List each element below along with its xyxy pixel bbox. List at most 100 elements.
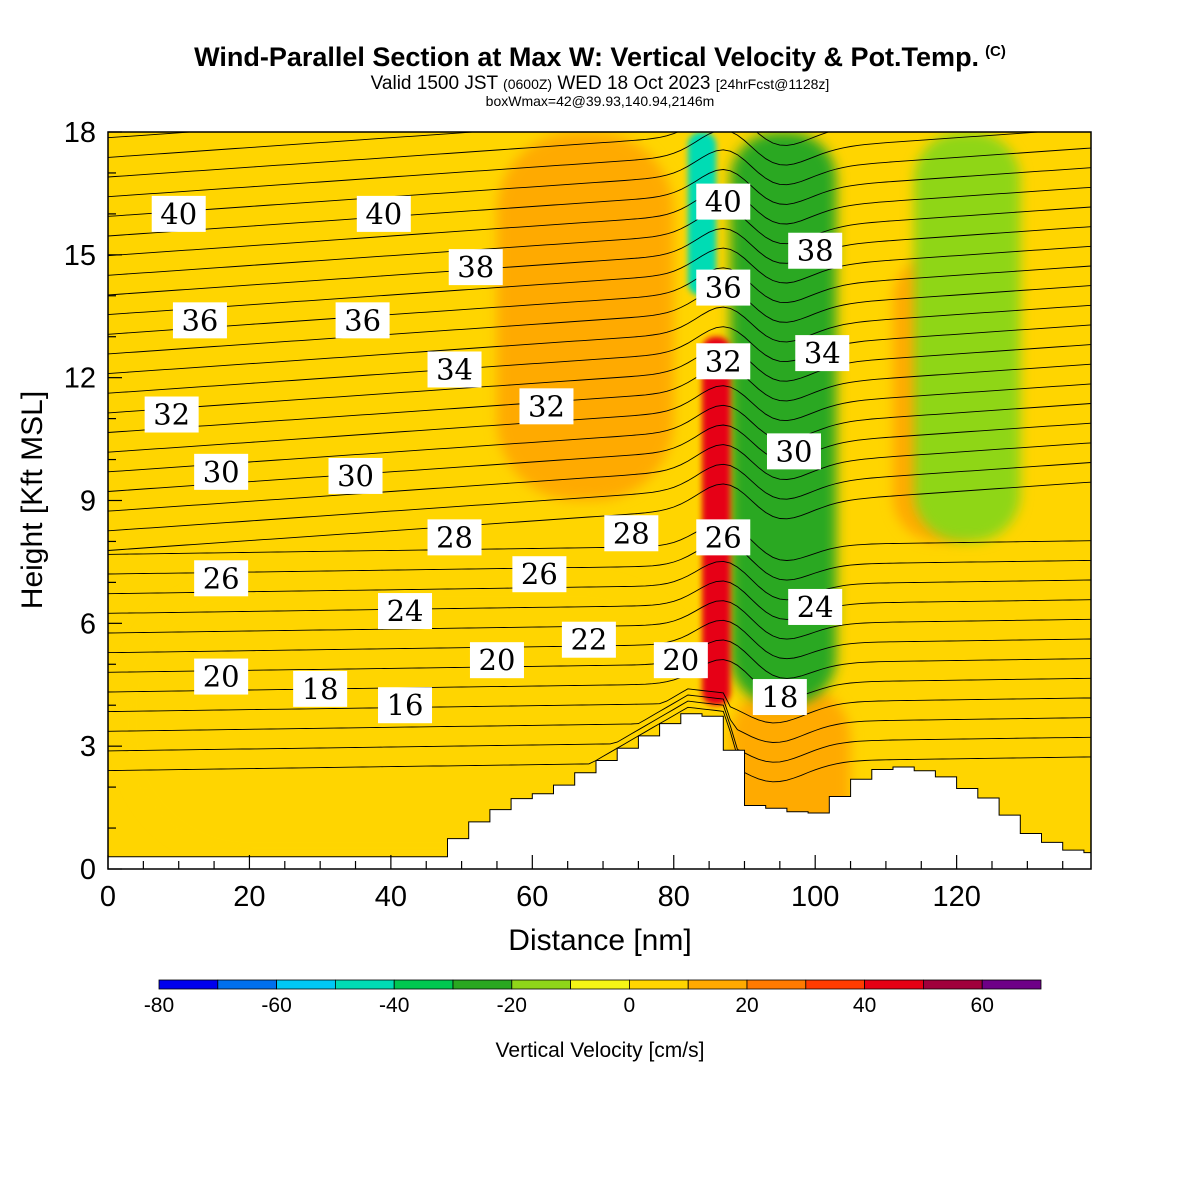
y-axis: 0 3 6 9 12 15 18 <box>64 117 122 886</box>
isentrope-line-2 <box>108 694 1091 743</box>
isentrope-label-5: 36 <box>172 302 227 339</box>
isentrope-label-8: 34 <box>427 351 482 388</box>
isentrope-label-3: 40 <box>696 183 751 220</box>
isentrope-label-text-15: 30 <box>337 459 374 493</box>
isentrope-label-text-16: 28 <box>436 520 473 554</box>
isentrope-line-27 <box>108 186 1091 257</box>
isentrope-line-20 <box>108 324 1091 394</box>
isentrope-label-7: 36 <box>696 269 751 306</box>
isentrope-label-2: 38 <box>448 249 503 286</box>
colorbar-tick-label-2: -40 <box>379 994 409 1017</box>
isentrope-line-3 <box>108 688 1091 724</box>
y-tick-label-6: 18 <box>64 117 96 149</box>
colorbar-tick-label-0: -80 <box>144 994 174 1017</box>
isentrope-line-0 <box>108 706 1091 783</box>
isentrope-line-24 <box>108 245 1091 316</box>
isentrope-line-23 <box>108 265 1091 335</box>
isentrope-label-10: 34 <box>795 335 850 372</box>
isentrope-labels: 40 40 38 40 38 36 36 36 34 32 34 32 32 30 30 30 28 28 26 26… <box>144 183 850 724</box>
isentrope-line-8 <box>108 580 1091 620</box>
forecast-info: [24hrFcst@1128z] <box>715 76 830 92</box>
y-tick-label-5: 15 <box>64 240 96 272</box>
isentrope-label-text-11: 32 <box>153 398 190 432</box>
colorbar-bin-0 <box>158 979 219 990</box>
colorbar-bin-13 <box>923 979 983 990</box>
isentrope-label-15: 30 <box>328 457 383 494</box>
isentrope-label-6: 36 <box>335 302 390 339</box>
isentrope-line-18 <box>108 363 1091 433</box>
x-tick-label-5: 100 <box>791 881 839 913</box>
isentrope-label-text-25: 20 <box>662 643 699 677</box>
isentrope-label-11: 32 <box>144 396 199 433</box>
isentrope-line-21 <box>108 304 1091 375</box>
colorbar-tick-label-4: 0 <box>624 994 636 1017</box>
isentrope-label-14: 30 <box>194 453 249 490</box>
isentrope-label-18: 26 <box>696 519 751 556</box>
terrain <box>107 713 1092 870</box>
isentrope-label-text-10: 34 <box>804 336 841 370</box>
isentrope-label-1: 40 <box>356 195 411 232</box>
isentrope-label-text-22: 24 <box>797 590 834 624</box>
isentrope-line-5 <box>108 639 1091 679</box>
x-tick-label-1: 20 <box>233 881 265 913</box>
isentrope-label-text-5: 36 <box>181 303 218 337</box>
isentrope-line-25 <box>108 226 1091 296</box>
colorbar-bin-12 <box>864 979 924 990</box>
colorbar-bin-1 <box>217 979 278 990</box>
isentrope-label-27: 18 <box>293 670 348 707</box>
colorbar-tick-label-6: 40 <box>853 994 876 1017</box>
colorbar-bin-11 <box>805 979 865 990</box>
box-max-info: boxWmax=42@39.93,140.94,2146m <box>485 93 715 109</box>
isentrope-label-text-27: 18 <box>302 672 339 706</box>
isentrope-label-20: 26 <box>512 556 567 593</box>
isentrope-line-12 <box>108 481 1091 551</box>
isentrope-label-text-26: 20 <box>203 660 240 694</box>
colorbar-bin-6 <box>511 979 571 990</box>
colorbar-bin-14 <box>981 979 1042 990</box>
isentrope-label-26: 20 <box>194 658 249 695</box>
isentrope-line-29 <box>108 147 1091 217</box>
isentrope-label-16: 28 <box>427 519 482 556</box>
colorbar-title: Vertical Velocity [cm/s] <box>496 1039 705 1062</box>
colorbar-bin-7 <box>570 979 630 990</box>
isentrope-line-28 <box>108 167 1091 237</box>
isentrope-label-0: 40 <box>151 195 206 232</box>
isentrope-label-text-20: 26 <box>521 557 558 591</box>
isentrope-line-10 <box>108 541 1091 581</box>
copyright-mark: (C) <box>985 43 1006 60</box>
isentrope-label-4: 38 <box>788 232 843 269</box>
colorbar-tick-label-1: -60 <box>261 994 291 1017</box>
colorbar-bin-4 <box>393 979 454 990</box>
colorbar-tick-label-3: -20 <box>497 994 527 1017</box>
isentrope-line-32 <box>108 132 480 158</box>
x-tick-label-0: 0 <box>100 881 116 913</box>
x-tick-label-2: 40 <box>375 881 407 913</box>
isentrope-line-22 <box>108 285 1091 355</box>
isentrope-label-text-9: 32 <box>705 344 742 378</box>
colorbar-tick-label-5: 20 <box>735 994 758 1017</box>
isentrope-label-23: 22 <box>561 621 616 658</box>
isentrope-label-12: 32 <box>519 388 574 425</box>
isentrope-label-9: 32 <box>696 343 751 380</box>
x-tick-label-3: 60 <box>516 881 548 913</box>
isentrope-label-text-8: 34 <box>436 352 473 386</box>
isentrope-label-text-3: 40 <box>705 185 742 219</box>
y-axis-title: Height [Kft MSL] <box>16 391 49 609</box>
isentrope-label-text-17: 28 <box>613 516 650 550</box>
colorbar-bin-5 <box>452 979 513 990</box>
valid-utc: (0600Z) <box>503 76 553 92</box>
isentrope-label-text-23: 22 <box>570 623 607 657</box>
isentrope-line-1 <box>108 700 1091 763</box>
isentrope-label-13: 30 <box>766 433 821 470</box>
isentrope-label-text-19: 26 <box>203 561 240 595</box>
isentrope-line-9 <box>108 560 1091 601</box>
isentrope-label-text-29: 16 <box>387 688 424 722</box>
isentropes <box>108 132 1091 783</box>
isentrope-label-text-0: 40 <box>160 197 197 231</box>
isentrope-line-4 <box>108 659 1091 699</box>
x-axis-title: Distance [nm] <box>508 924 691 957</box>
y-tick-label-0: 0 <box>80 854 96 886</box>
isentrope-label-text-21: 24 <box>387 594 424 628</box>
